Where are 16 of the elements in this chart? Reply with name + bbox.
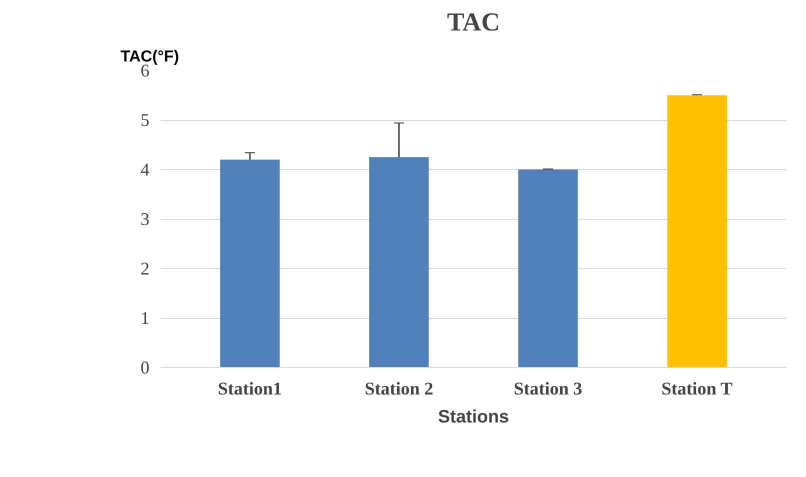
y-tick-label: 0 [140, 358, 150, 378]
chart-title: TAC [447, 8, 500, 36]
bar [369, 157, 429, 368]
bar [220, 160, 280, 368]
x-tick-label: Station1 [218, 378, 282, 398]
bar [518, 170, 578, 368]
x-axis-title: Stations [438, 406, 510, 426]
y-tick-label: 1 [140, 308, 150, 328]
x-tick-label: Station T [661, 378, 733, 398]
bar [667, 95, 727, 368]
y-tick-label: 5 [140, 110, 150, 130]
y-tick-label: 4 [140, 160, 150, 180]
y-tick-label: 2 [140, 258, 150, 278]
x-tick-label: Station 3 [514, 378, 582, 398]
y-tick-label: 3 [140, 209, 150, 229]
x-tick-label: Station 2 [364, 378, 434, 398]
